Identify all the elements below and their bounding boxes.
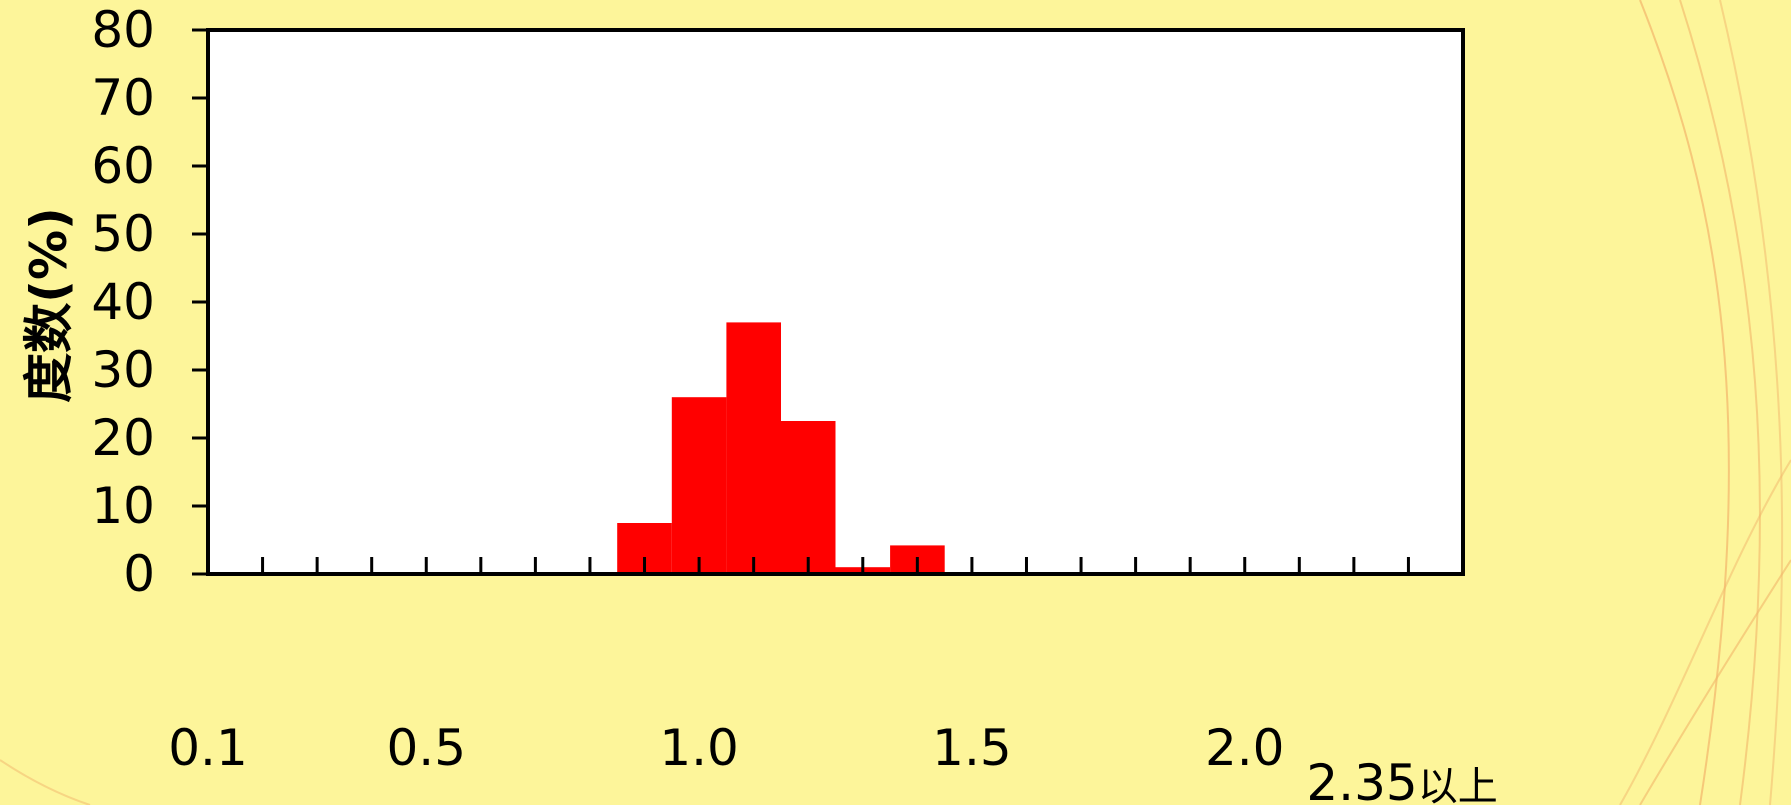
histogram-bar bbox=[726, 322, 781, 574]
x-tick-label: 2.35以上 bbox=[1306, 754, 1497, 805]
y-tick-label: 70 bbox=[91, 69, 155, 127]
x-tick-label: 1.5 bbox=[932, 719, 1012, 777]
x-tick-label: 0.1 bbox=[168, 719, 248, 777]
y-tick-label: 10 bbox=[91, 477, 155, 535]
y-axis-ticks bbox=[192, 28, 208, 576]
x-axis-tick-labels: 0.1 0.5 1.0 1.5 2.0 2.35以上 bbox=[168, 719, 1497, 805]
y-tick-label: 60 bbox=[91, 137, 155, 195]
y-tick-label: 30 bbox=[91, 341, 155, 399]
x-tick-label: 2.0 bbox=[1205, 719, 1285, 777]
histogram-bar bbox=[780, 421, 836, 574]
y-axis-tick-labels: 0 10 20 30 40 50 60 70 80 bbox=[91, 1, 155, 603]
y-tick-label: 40 bbox=[91, 273, 155, 331]
x-axis-ticks bbox=[261, 557, 1410, 574]
y-tick-label: 0 bbox=[123, 545, 155, 603]
histogram-bar bbox=[671, 397, 727, 574]
y-tick-label: 50 bbox=[91, 205, 155, 263]
y-tick-label: 20 bbox=[91, 409, 155, 467]
y-axis-label: 度数(%) bbox=[20, 207, 78, 403]
x-tick-label: 1.0 bbox=[659, 719, 739, 777]
plot-frame bbox=[206, 28, 1465, 576]
y-tick-label: 80 bbox=[91, 1, 155, 59]
x-tick-label: 0.5 bbox=[386, 719, 466, 777]
